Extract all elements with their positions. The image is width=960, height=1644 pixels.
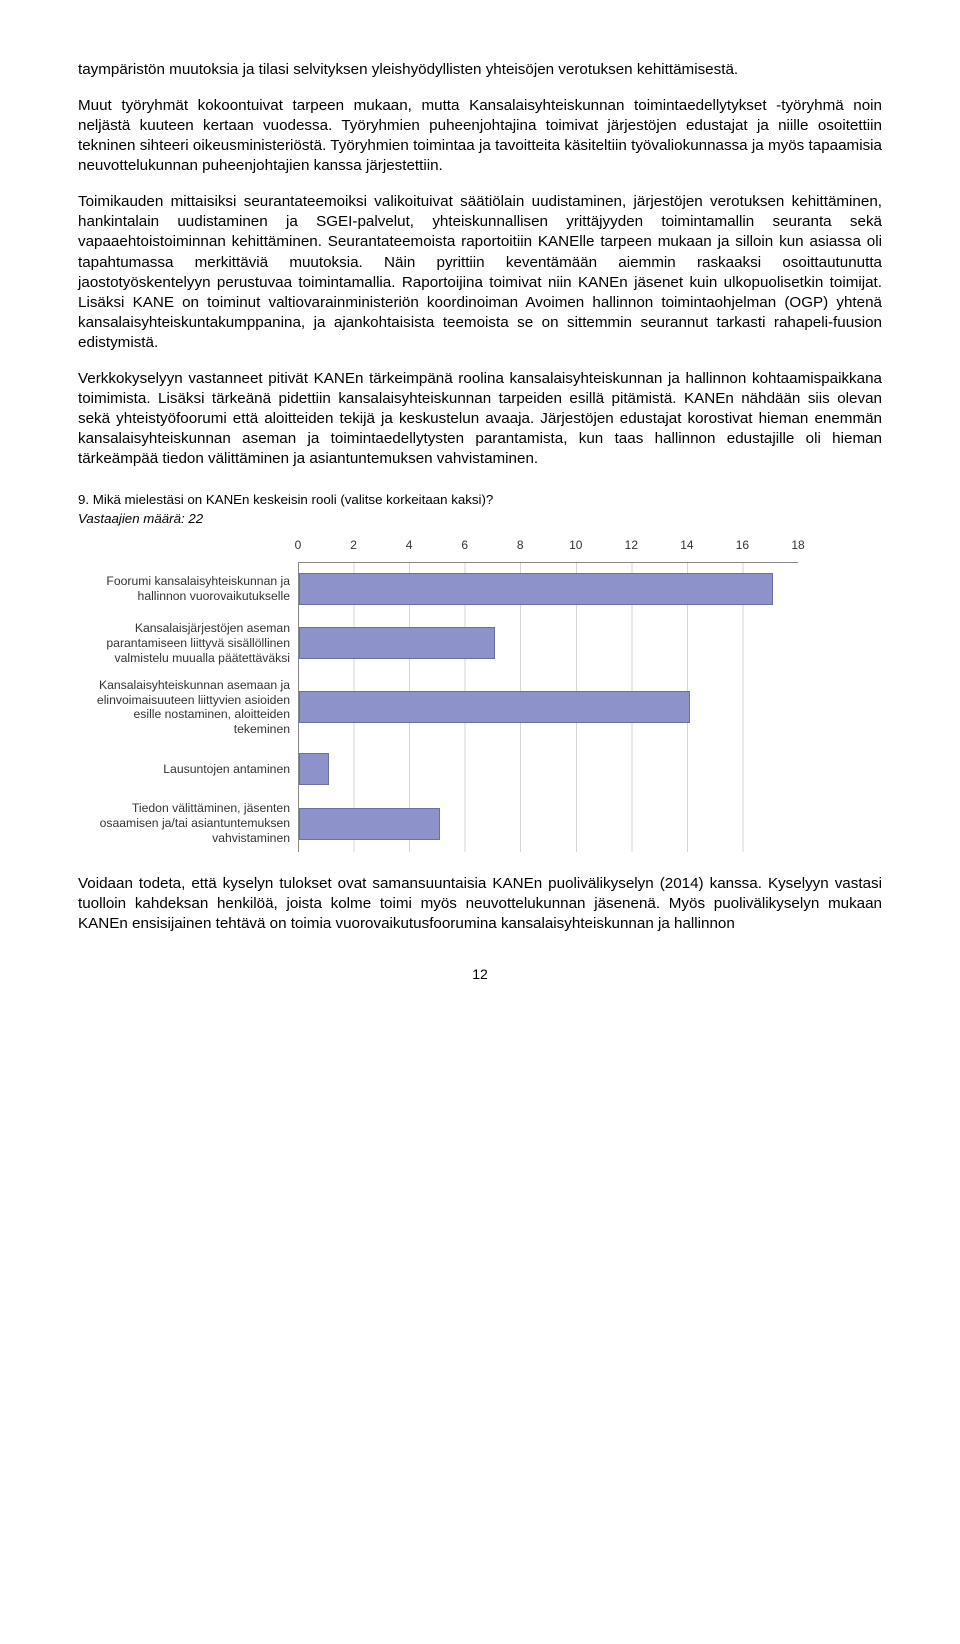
axis-tick: 16 xyxy=(736,538,749,552)
paragraph-1: taympäristön muutoksia ja tilasi selvity… xyxy=(78,60,882,80)
axis-tick: 14 xyxy=(680,538,693,552)
axis-tick: 10 xyxy=(569,538,582,552)
axis-tick: 8 xyxy=(517,538,524,552)
chart-bar xyxy=(299,573,773,605)
chart-bar xyxy=(299,691,690,723)
chart-category-label: Kansalaisyhteiskunnan asemaan ja elinvoi… xyxy=(78,672,298,744)
axis-tick: 0 xyxy=(295,538,302,552)
chart-bar-cell xyxy=(298,615,798,672)
paragraph-2: Muut työryhmät kokoontuivat tarpeen muka… xyxy=(78,96,882,176)
chart-x-axis: 024681012141618 xyxy=(298,538,798,563)
role-bar-chart: 0 2 4 6 8 10 12 14 16 18 Foorumi kansalaisyhteisku… xyxy=(78,538,882,852)
chart-bar-cell xyxy=(298,672,798,744)
axis-tick: 12 xyxy=(625,538,638,552)
chart-bar-cell xyxy=(298,743,798,795)
paragraph-4: Verkkokyselyyn vastanneet pitivät KANEn … xyxy=(78,369,882,469)
chart-category-label: Tiedon välittäminen, jäsenten osaamisen … xyxy=(78,795,298,852)
chart-bar xyxy=(299,627,495,659)
page-number: 12 xyxy=(78,966,882,982)
chart-category-label: Foorumi kansalaisyhteiskunnan ja hallinn… xyxy=(78,563,298,615)
chart-category-label: Lausuntojen antaminen xyxy=(78,743,298,795)
axis-tick: 6 xyxy=(461,538,468,552)
chart-bar xyxy=(299,753,329,785)
paragraph-3: Toimikauden mittaisiksi seurantateemoiks… xyxy=(78,192,882,353)
axis-tick: 18 xyxy=(791,538,804,552)
paragraph-5: Voidaan todeta, että kyselyn tulokset ov… xyxy=(78,874,882,934)
axis-tick: 2 xyxy=(350,538,357,552)
chart-bar xyxy=(299,808,440,840)
chart-category-label: Kansalaisjärjestöjen aseman parantamisee… xyxy=(78,615,298,672)
survey-question: 9. Mikä mielestäsi on KANEn keskeisin ro… xyxy=(78,491,882,509)
axis-tick: 4 xyxy=(406,538,413,552)
chart-bar-cell xyxy=(298,795,798,852)
respondent-count: Vastaajien määrä: 22 xyxy=(78,511,882,526)
chart-bar-cell xyxy=(298,563,798,615)
